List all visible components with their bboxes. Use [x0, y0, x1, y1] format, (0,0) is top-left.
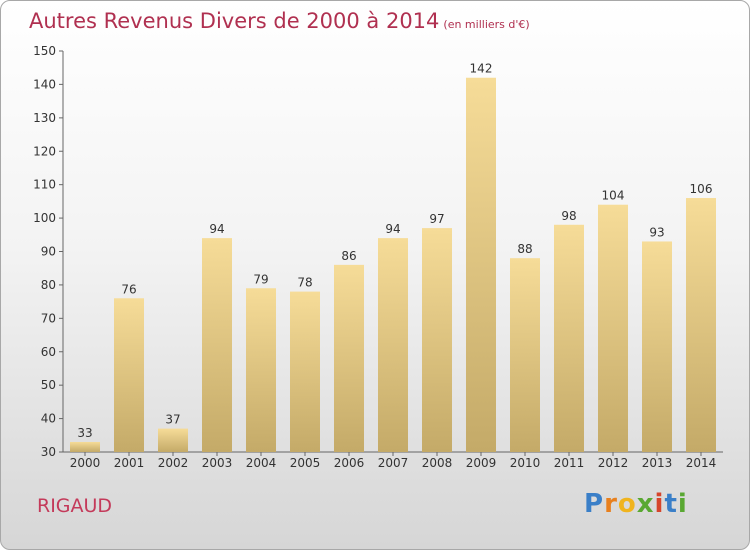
- y-tick-label: 100: [33, 211, 56, 225]
- y-tick-label: 40: [41, 412, 56, 426]
- x-tick-label: 2014: [686, 456, 717, 470]
- chart-title: Autres Revenus Divers de 2000 à 2014 (en …: [29, 9, 530, 33]
- bar: [378, 238, 408, 452]
- y-tick-label: 130: [33, 111, 56, 125]
- y-tick-label: 110: [33, 178, 56, 192]
- bar-value-label: 106: [690, 182, 713, 196]
- bar-value-label: 97: [429, 212, 444, 226]
- bar: [466, 77, 496, 452]
- bar-value-label: 93: [649, 225, 664, 239]
- chart-subtitle: (en milliers d'€): [443, 18, 530, 31]
- y-tick-label: 80: [41, 278, 56, 292]
- bar: [422, 228, 452, 452]
- x-tick-label: 2003: [202, 456, 233, 470]
- bar-value-label: 88: [517, 242, 532, 256]
- chart-title-text: Autres Revenus Divers de 2000 à 2014: [29, 9, 440, 33]
- y-tick-label: 140: [33, 77, 56, 91]
- x-tick-label: 2012: [598, 456, 629, 470]
- x-tick-label: 2013: [642, 456, 673, 470]
- bar-value-label: 76: [121, 282, 136, 296]
- y-tick-label: 60: [41, 345, 56, 359]
- bar-value-label: 86: [341, 249, 356, 263]
- x-tick-label: 2009: [466, 456, 497, 470]
- bar-value-label: 79: [253, 272, 268, 286]
- x-tick-label: 2010: [510, 456, 541, 470]
- bar: [158, 428, 188, 452]
- bar: [642, 241, 672, 452]
- bar: [70, 441, 100, 452]
- bar: [686, 198, 716, 452]
- bar: [510, 258, 540, 452]
- bar-value-label: 33: [77, 426, 92, 440]
- bar-value-label: 98: [561, 209, 576, 223]
- bar: [246, 288, 276, 452]
- x-tick-label: 2007: [378, 456, 409, 470]
- bar-value-label: 37: [165, 413, 180, 427]
- x-tick-label: 2000: [70, 456, 101, 470]
- x-axis: 2000 2001 2002 2003 2004 2005 2006 2007 2008 2009…: [63, 451, 723, 470]
- x-tick-label: 2001: [114, 456, 145, 470]
- bar: [598, 204, 628, 452]
- y-tick-label: 150: [33, 44, 56, 58]
- bar: [202, 238, 232, 452]
- bars: 33 76 37 94 79 78 86 94 97 142 88 98 104 93 106: [70, 62, 716, 452]
- y-tick-label: 30: [41, 445, 56, 459]
- bar: [554, 224, 584, 452]
- bar-value-label: 78: [297, 276, 312, 290]
- x-tick-label: 2011: [554, 456, 585, 470]
- x-tick-label: 2006: [334, 456, 365, 470]
- bar-value-label: 142: [470, 62, 493, 76]
- y-tick-label: 90: [41, 245, 56, 259]
- y-tick-label: 70: [41, 311, 56, 325]
- x-tick-label: 2005: [290, 456, 321, 470]
- bar: [114, 298, 144, 452]
- bar-value-label: 104: [602, 189, 625, 203]
- x-tick-label: 2008: [422, 456, 453, 470]
- x-tick-label: 2002: [158, 456, 189, 470]
- proxiti-logo: Proxiti: [584, 489, 688, 519]
- y-tick-label: 50: [41, 378, 56, 392]
- bar-value-label: 94: [385, 222, 400, 236]
- x-tick-label: 2004: [246, 456, 277, 470]
- bar-value-label: 94: [209, 222, 224, 236]
- y-tick-label: 120: [33, 144, 56, 158]
- bar: [334, 264, 364, 452]
- y-axis: 30 40 50 60 70 80 90 100 110 120 130 140 150: [33, 44, 64, 459]
- commune-name: RIGAUD: [37, 495, 113, 517]
- bar: [290, 291, 320, 452]
